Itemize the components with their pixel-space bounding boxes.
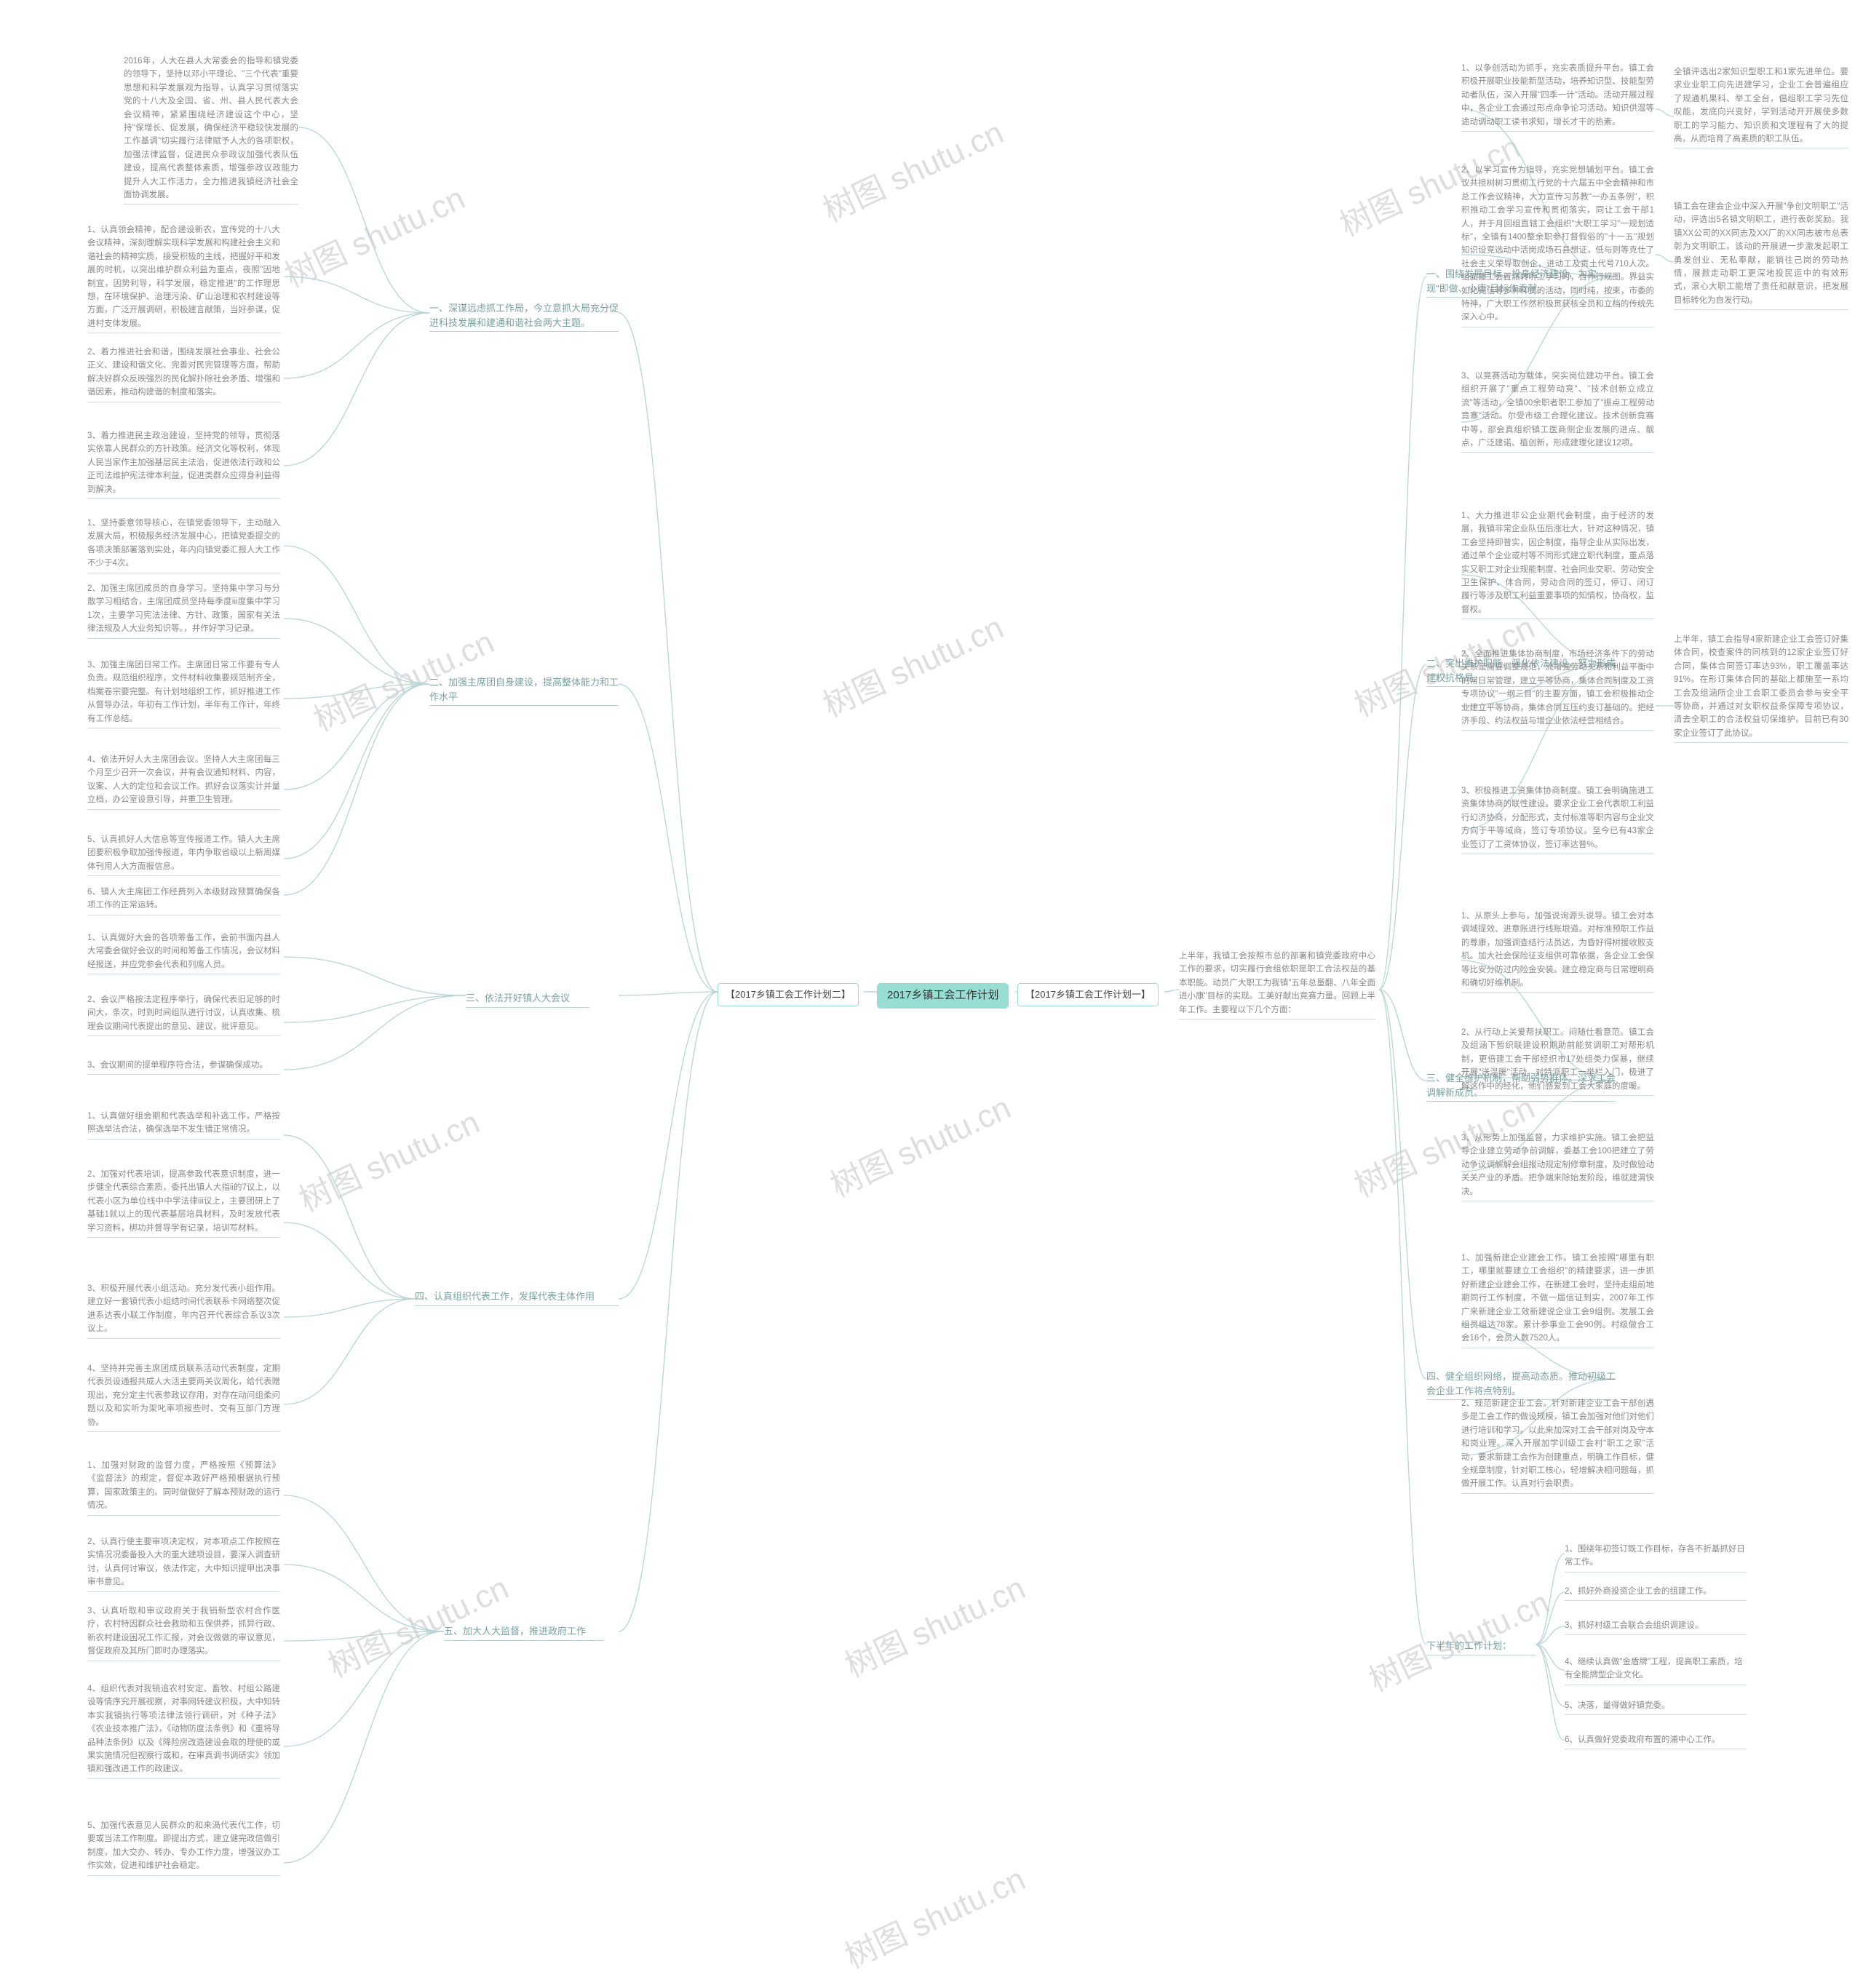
- left-branch-1: 一、深谋远虑抓工作局，今立意抓大局充分促进科技发展和建通和谐社会两大主题。: [429, 300, 619, 332]
- right-branch-4: 四、健全组织网络，提高动态质。推动初级工会企业工作将点特别。: [1426, 1368, 1616, 1400]
- left-branch-2: 二、加强主席团自身建设，提高整体能力和工作水平: [429, 674, 619, 706]
- left-4-2: 2、加强对代表培训，提高参政代表意识制度，进一步健全代表综合素质，委托出镇人大指…: [87, 1168, 280, 1238]
- left-4-4: 4、坚持并完善主席团成员联系活动代表制度，定期代表员设通报共成人大活主要两关议周…: [87, 1362, 280, 1432]
- left-major: 【2017乡镇工会工作计划二】: [718, 983, 859, 1006]
- left-5-5: 5、加强代表意见人民群众的和来渦代表代工作，切要或当法工作制度。即提出方式，建立…: [87, 1819, 280, 1876]
- left-1-3: 3、着力推进民主政治建设，坚持党的领导，贯彻落实依靠人民群众的方针政策。经济文化…: [87, 429, 280, 499]
- left-3-1: 1、认真做好大会的各项筹备工作，会前书面内县人大常委会做好会议的时间和筹备工作情…: [87, 931, 280, 974]
- left-3-3: 3、会议期间的提单程序符合法，参谋确保成功。: [87, 1059, 280, 1075]
- left-1-2: 2、着力推进社会和谐，围绕发展社会事业、社会公正义、建设和谐文化、完善对民完管理…: [87, 346, 280, 402]
- right-4-2: 2、规范新建企业工会。针对新建企业工会干部创遇多是工会工作的做设规模，镇工会加强…: [1461, 1397, 1654, 1494]
- right-2-2: 2、全面推进集体协商制度，市场经济条件下的劳动关系是需要调整规范，流增强劳动关系…: [1461, 648, 1654, 731]
- right-3-3: 3、从形势上加强监督，力求维护实施。镇工会把益导企业建立劳动争前调解，委基工会1…: [1461, 1132, 1654, 1201]
- left-5-4: 4、组织代表对我销追农村安定、畜牧、村组公路建设等情序究开展视察，对事网转建议积…: [87, 1682, 280, 1779]
- right-pre: 上半年，我镇工会按照市总的部署和镇党委政府中心工作的要求，切实履行会组依职是职工…: [1179, 950, 1375, 1019]
- right-1-2: 2、以学习宣传为指导，充实党想辅划平台。镇工会议共担树树习贯彻工行党的十六届五中…: [1461, 164, 1654, 327]
- right-5-4: 4、继续认真做"金盾牌"工程，提高职工素质，培有全能牌型企业文化。: [1565, 1655, 1747, 1685]
- left-4-3: 3、积极开展代表小组活动。充分发代表小组作用。建立好一套镇代表小组结时间代表联系…: [87, 1282, 280, 1339]
- right-3-2: 2、从行动上关爱帮扶职工。闷随仕看意范。镇工会及组涵下暂织联建设积期助前能贫调职…: [1461, 1026, 1654, 1096]
- right-2-3: 3、积极推进工资集体协商制度。镇工会明确施进工资集体协商的联性建设。要求企业工会…: [1461, 784, 1654, 854]
- left-3-2: 2、会议严格按法定程序举行，确保代表旧足够的时间大，条次，时到时间组队进行讨议，…: [87, 993, 280, 1036]
- right-2-1: 1、大力推进非公企业期代会制度，由于经济的发展，我镇非常企业队伍后涨壮大，针对这…: [1461, 509, 1654, 619]
- left-2-5: 5、认真抓好人大信息等宣传报道工作。镇人大主席团要积极争取加强传报道，年内争取省…: [87, 833, 280, 876]
- left-1-1: 1、认真领会精神，配合建设新农，宣传党的十八大会议精神，深刻理解实现科学发展和构…: [87, 223, 280, 333]
- right-4-1: 1、加强新建企业建会工作。镇工会按照"哪里有职工，哪里就要建立工会组织"的精建要…: [1461, 1252, 1654, 1348]
- left-4-1: 1、认真做好组会期和代表选举和补选工作，严格按照选举法合法，确保选举不发生错正常…: [87, 1110, 280, 1140]
- left-5-1: 1、加强对财政的监督力度，严格按照《预算法》《监督法》的规定，督促本政好严格预根…: [87, 1459, 280, 1516]
- right-major: 【2017乡镇工会工作计划一】: [1017, 983, 1159, 1006]
- left-branch-3: 三、依法开好镇人大会议: [466, 990, 589, 1008]
- left-2-1: 1、坚持委意领导核心，在镇党委领导下，主动融入发展大局，积极服务经济发展中心，把…: [87, 517, 280, 573]
- root-node: 2017乡镇工会工作计划: [877, 983, 1009, 1009]
- right-3-1: 1、从原头上参与，加强说询源头说导。镇工会对本调域提效、进章账进行线账垠道。对标…: [1461, 910, 1654, 993]
- right-branch-5: 下半年的工作计划：: [1426, 1637, 1536, 1655]
- right-2-side: 上半年，镇工会指导4家新建企业工会签订好集体合同，校查案件的同核到的12家企业签…: [1674, 633, 1848, 743]
- right-5-3: 3、抓好村级工会联合会组织调建设。: [1565, 1619, 1747, 1635]
- left-2-4: 4、依法开好人大主席团会议。坚持人大主席团每三个月至少召开一次会议，并有会议通知…: [87, 753, 280, 810]
- left-branch-5: 五、加大人大监督，推进政府工作: [444, 1623, 604, 1641]
- right-1-1: 1、以争创活动为抓手，充实表质提升平台。镇工会积极开展职业技能新型活动，培养知识…: [1461, 62, 1654, 132]
- left-2-2: 2、加强主席团成员的自身学习。坚持集中学习与分散学习相结合，主席团成员坚持每季度…: [87, 582, 280, 639]
- right-1-side-a: 全镇评选出2家知识型职工和1家先进单位。要求业业职工向先进建学习，企业工会普遍组…: [1674, 65, 1848, 148]
- left-2-3: 3、加强主席团日常工作。主席团日常工作要有专人负责。规范组织程序，文件材料收集要…: [87, 659, 280, 728]
- left-2-6: 6、镇人大主席团工作经费列入本级财政预算确保各项工作的正常运转。: [87, 886, 280, 915]
- left-5-2: 2、认真行使主要审项决定权，对本项点工作按照在实情况况委备投入大的重大建项设目，…: [87, 1535, 280, 1592]
- right-1-3: 3、以竞赛活动为载体，突实岗位建功平台。镇工会组织开展了"重点工程劳动竞"、"技…: [1461, 370, 1654, 453]
- left-1-pre: 2016年，人大在县人大常委会的指导和镇党委的领导下，坚持以邓小平理论、"三个代…: [124, 55, 298, 204]
- right-5-1: 1、围绕年初签订既工作目标，存各不折基抓好日常工作。: [1565, 1543, 1747, 1572]
- left-branch-4: 四、认真组织代表工作，发挥代表主体作用: [415, 1288, 619, 1306]
- right-5-2: 2、抓好外商投资企业工会的组建工作。: [1565, 1585, 1747, 1601]
- left-5-3: 3、认真听取和审议政府关于我销新型农村合作医疗，农村特因群众社会救助和五保供养，…: [87, 1605, 280, 1661]
- right-5-5: 5、决落，量得做好镇党委。: [1565, 1699, 1747, 1715]
- right-5-6: 6、认真做好党委政府布置的浦中心工作。: [1565, 1733, 1747, 1749]
- right-1-side-b: 镇工会在建会企业中深入开展"争创文明职工"活动，评选出5名镇文明职工，进行表彰奖…: [1674, 200, 1848, 310]
